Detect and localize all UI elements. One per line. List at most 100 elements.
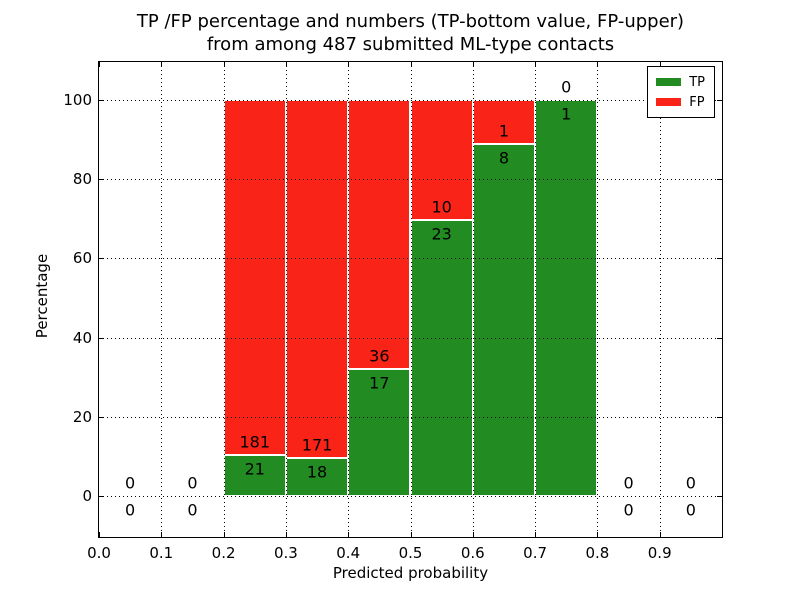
x-tick-top-0.2 [223, 62, 225, 67]
x-tick-top-0.4 [348, 62, 350, 67]
x-tick-label-0.4: 0.4 [336, 544, 361, 562]
y-tick-label-80: 80 [72, 170, 92, 189]
gridline-x-0.1 [161, 62, 163, 537]
bar-count-fp-0.5: 10 [431, 197, 452, 217]
gridline-x-0.9 [659, 62, 661, 537]
bar-count-fp-0.4: 36 [369, 346, 390, 366]
x-tick-bottom-0.8 [597, 532, 599, 537]
x-tick-top-0.6 [472, 62, 474, 67]
bar-count-tp-0.4: 17 [369, 373, 390, 393]
bar-count-fp-0.3: 171 [301, 435, 333, 455]
x-tick-top-0 [99, 62, 100, 67]
bar-count-fp-0.2: 181 [239, 432, 271, 452]
bar-fp-0.5 [410, 100, 473, 220]
legend-entry-tp: TP [656, 72, 705, 92]
y-tick-label-60: 60 [72, 249, 92, 268]
x-axis-label: Predicted probability [332, 564, 489, 582]
plot-area: TP FP 0 0 0 0 181 21 171 18 36 17 10 23 1 8 0 1 0 0 0 0 0.0 0… [63, 61, 723, 562]
gridline-x-0.3 [285, 62, 287, 537]
y-tick-label-40: 40 [72, 328, 92, 347]
legend-label-tp: TP [689, 74, 705, 90]
bar-fp-0.3 [285, 100, 349, 459]
bar-tp-0.3 [285, 458, 349, 496]
x-tick-label-0.2: 0.2 [211, 544, 236, 562]
chart-title-line2: from among 487 submitted ML-type contact… [206, 34, 615, 55]
x-tick-label-0.0: 0.0 [87, 544, 111, 562]
bar-count-fp-0.6: 1 [498, 121, 510, 141]
bar-count-tp-0.5: 23 [431, 224, 452, 244]
y-tick-label-0: 0 [82, 486, 92, 505]
bar-count-tp-0.3: 18 [306, 462, 328, 482]
y-tick-label-20: 20 [72, 407, 92, 426]
bar-count-tp-0.2: 21 [244, 459, 265, 479]
y-tick-left-80 [99, 179, 104, 181]
x-tick-label-0.3: 0.3 [273, 544, 298, 562]
x-tick-label-0.1: 0.1 [149, 544, 174, 562]
x-tick-label-0.7: 0.7 [523, 544, 548, 562]
x-tick-bottom-0.6 [472, 532, 474, 537]
bar-count-fp-0: 0 [125, 473, 136, 493]
tp-color-swatch [656, 78, 682, 86]
y-tick-right-40 [717, 337, 722, 339]
chart-title-line1: TP /FP percentage and numbers (TP-bottom… [136, 11, 685, 32]
fp-color-swatch [656, 98, 682, 106]
x-tick-bottom-0.9 [659, 532, 661, 537]
x-tick-label-0.8: 0.8 [585, 544, 610, 562]
bar-count-tp-0.9: 0 [685, 500, 696, 520]
gridline-x-0.7 [535, 62, 537, 537]
bar-tp-0.5 [410, 219, 473, 496]
x-tick-bottom-0.2 [223, 532, 225, 537]
bar-count-tp-0.6: 8 [498, 148, 510, 168]
y-tick-right-80 [717, 179, 722, 181]
bar-tp-0.6 [472, 143, 536, 496]
bar-count-tp-0: 0 [125, 500, 136, 520]
x-tick-bottom-0.3 [285, 532, 287, 537]
bar-fp-0.4 [348, 100, 411, 369]
legend-label-fp: FP [689, 94, 705, 110]
y-tick-label-100: 100 [63, 91, 92, 109]
x-tick-top-0.7 [535, 62, 537, 67]
x-tick-label-0.5: 0.5 [398, 544, 423, 562]
x-tick-bottom-0.4 [348, 532, 350, 537]
bar-count-tp-0.7: 1 [561, 104, 572, 124]
gridline-x-0.2 [223, 62, 225, 537]
x-tick-top-0.3 [285, 62, 287, 67]
x-tick-bottom-0 [99, 532, 100, 537]
x-tick-bottom-0.7 [535, 532, 537, 537]
bar-fp-0.2 [223, 100, 286, 455]
x-tick-bottom-0.5 [410, 532, 412, 537]
x-tick-top-0.9 [659, 62, 661, 67]
legend-entry-fp: FP [656, 92, 705, 112]
chart-title: TP /FP percentage and numbers (TP-bottom… [99, 10, 722, 56]
x-tick-top-0.1 [161, 62, 163, 67]
y-tick-left-100 [99, 100, 104, 101]
y-axis-label: Percentage [33, 253, 51, 339]
bar-count-tp-0.8: 0 [623, 500, 634, 520]
x-tick-label-0.6: 0.6 [460, 544, 485, 562]
y-tick-left-20 [99, 416, 104, 418]
gridline-x-0.8 [597, 62, 599, 537]
y-tick-left-0 [99, 495, 104, 497]
bar-count-tp-0.1: 0 [187, 500, 198, 520]
x-tick-label-0.9: 0.9 [647, 544, 672, 562]
y-tick-right-100 [717, 100, 722, 101]
x-tick-bottom-1 [722, 532, 723, 537]
y-tick-left-40 [99, 337, 104, 339]
y-tick-right-20 [717, 416, 722, 418]
bar-tp-0.2 [223, 454, 286, 496]
x-tick-top-1 [722, 62, 723, 67]
x-tick-top-0.8 [597, 62, 599, 67]
bar-tp-0.7 [535, 100, 598, 496]
legend: TP FP [647, 66, 715, 118]
y-tick-left-60 [99, 258, 104, 260]
gridline-x-0.4 [348, 62, 350, 537]
gridline-x-0.5 [410, 62, 412, 537]
gridline-x-0.6 [472, 62, 474, 537]
x-tick-top-0.5 [410, 62, 412, 67]
bar-count-fp-0.9: 0 [685, 473, 696, 493]
y-tick-right-0 [717, 495, 722, 497]
bar-count-fp-0.8: 0 [623, 473, 634, 493]
bar-count-fp-0.7: 0 [561, 77, 572, 97]
y-tick-right-60 [717, 258, 722, 260]
